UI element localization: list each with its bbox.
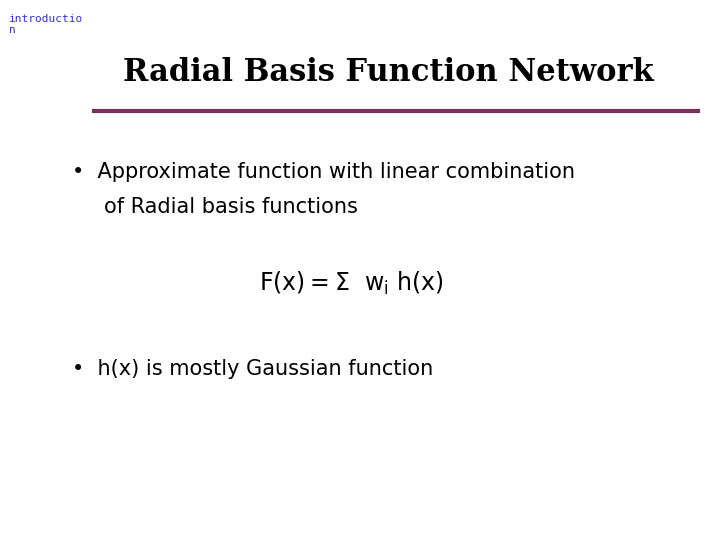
Text: $\mathrm{F(x) = \Sigma \ \ w_i\ h(x)}$: $\mathrm{F(x) = \Sigma \ \ w_i\ h(x)}$ [259, 270, 444, 297]
Text: •  Approximate function with linear combination: • Approximate function with linear combi… [72, 162, 575, 182]
Text: Radial Basis Function Network: Radial Basis Function Network [123, 57, 654, 87]
Text: •  h(x) is mostly Gaussian function: • h(x) is mostly Gaussian function [72, 359, 433, 379]
Text: introductio
n: introductio n [9, 14, 83, 35]
Text: of Radial basis functions: of Radial basis functions [104, 197, 359, 217]
